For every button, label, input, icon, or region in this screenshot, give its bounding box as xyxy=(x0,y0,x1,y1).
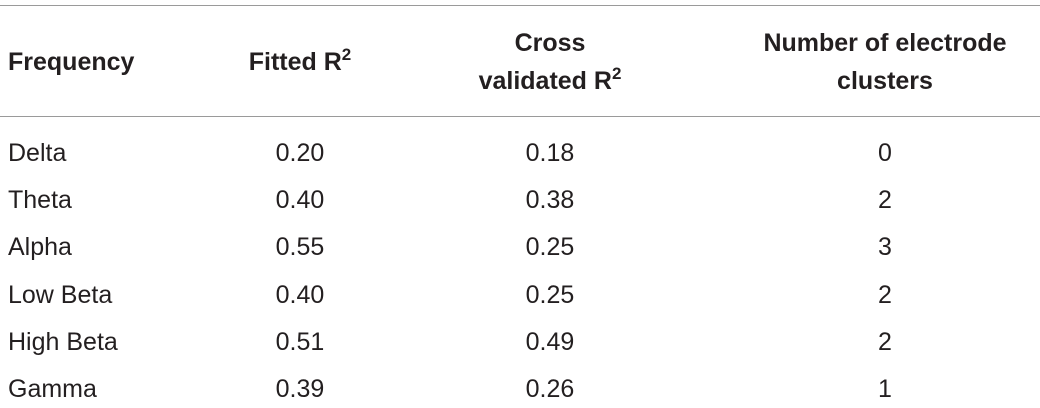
table-cell: 2 xyxy=(878,280,892,309)
header-cell: Frequency xyxy=(8,7,134,117)
table-cell: 0.38 xyxy=(525,186,575,215)
table-cell: 2 xyxy=(878,327,892,356)
table-cell: 0.55 xyxy=(275,233,325,262)
header-text: Number of electrode clusters xyxy=(763,29,1007,95)
table-cell: Theta xyxy=(8,186,72,215)
table-cell: Low Beta xyxy=(8,280,113,309)
header-rule xyxy=(0,116,1040,117)
header-sup: 2 xyxy=(611,64,622,83)
header-text: Frequency xyxy=(8,48,135,76)
table-cell: 0.25 xyxy=(525,233,575,262)
table-cell: 0.49 xyxy=(525,327,575,356)
table-cell: 1 xyxy=(878,375,892,403)
table-cell: 0.18 xyxy=(525,139,575,167)
table-cell: 0.40 xyxy=(275,280,325,309)
header-text: Cross validated R xyxy=(478,29,612,95)
table-cell: Alpha xyxy=(8,233,72,262)
header-cell: Cross validated R2 xyxy=(440,7,660,117)
table-cell: High Beta xyxy=(8,327,118,356)
top-rule xyxy=(0,5,1040,6)
table-cell: 2 xyxy=(878,186,892,215)
table-cell: Delta xyxy=(8,139,67,167)
table-cell: 3 xyxy=(878,233,892,262)
header-cell: Fitted R2 xyxy=(200,7,400,117)
header-cell: Number of electrode clusters xyxy=(730,7,1040,117)
header-text: Fitted R xyxy=(248,48,342,76)
table-cell: Gamma xyxy=(8,375,97,403)
table-cell: 0.25 xyxy=(525,280,575,309)
header-sup: 2 xyxy=(341,45,352,64)
table-cell: 0.51 xyxy=(275,327,325,356)
table-cell: 0 xyxy=(878,139,892,167)
table-cell: 0.39 xyxy=(275,375,325,403)
table-cell: 0.26 xyxy=(525,375,575,403)
table-cell: 0.20 xyxy=(275,139,325,167)
table-cell: 0.40 xyxy=(275,186,325,215)
